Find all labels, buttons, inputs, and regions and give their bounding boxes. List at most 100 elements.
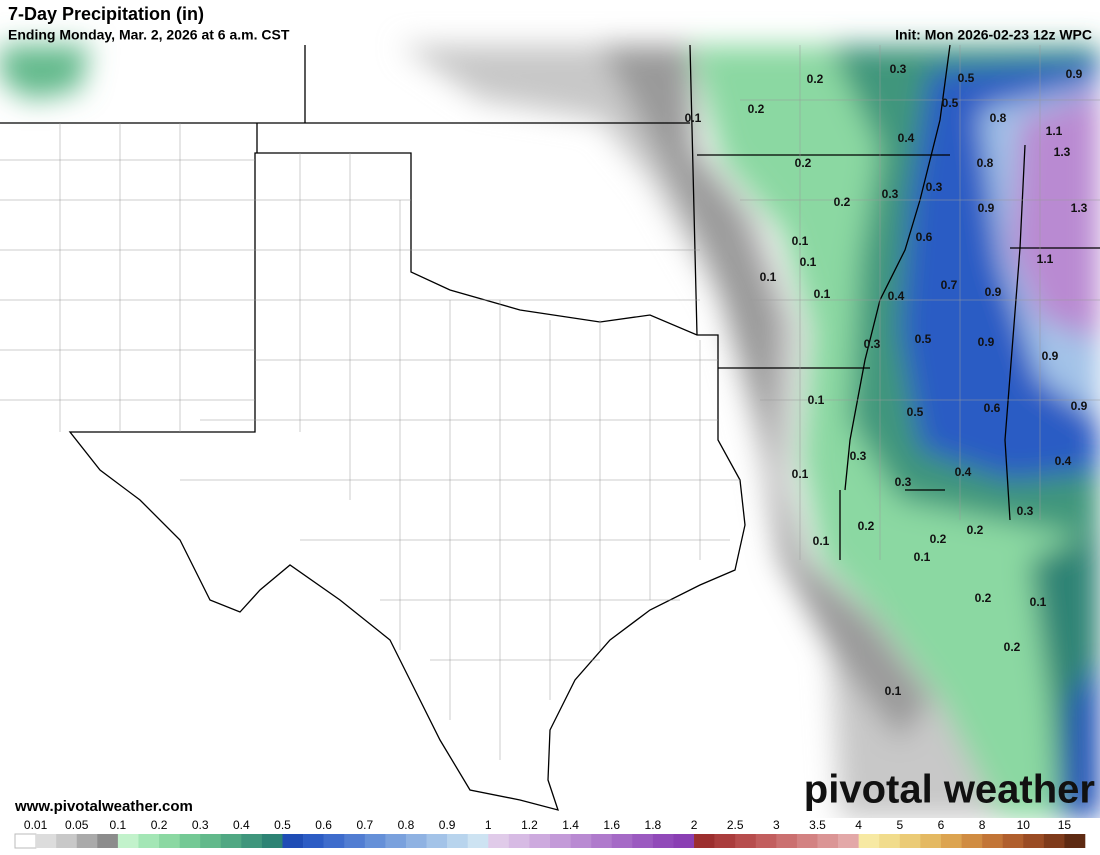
legend-swatch [323,834,345,848]
precip-shading [0,45,1100,818]
legend-label: 3.5 [809,818,826,832]
legend-swatch [838,834,859,848]
contour-label: 0.1 [800,255,817,269]
legend-swatch [261,834,283,848]
contour-label: 0.9 [985,285,1002,299]
legend-swatch [796,834,818,848]
legend-swatch [138,834,160,848]
legend-swatch [76,834,98,848]
legend-swatch [1064,834,1086,848]
legend-swatch [529,834,551,848]
legend-label: 6 [938,818,945,832]
legend-swatch [940,834,962,848]
legend-swatch [405,834,427,848]
legend-swatch [117,834,139,848]
legend-label: 0.9 [439,818,456,832]
init-time: Init: Mon 2026-02-23 12z WPC [895,27,1092,43]
legend-swatch [14,833,37,849]
legend-swatch [694,834,715,848]
legend-swatch [611,834,633,848]
contour-label: 0.1 [792,234,809,248]
contour-label: 0.2 [748,102,765,116]
legend-label: 2.5 [727,818,744,832]
contour-label: 0.2 [795,156,812,170]
legend-swatch [982,834,1003,848]
legend-swatch [550,834,571,848]
contour-label: 0.1 [792,467,809,481]
contour-label: 0.3 [895,475,912,489]
contour-label: 0.2 [807,72,824,86]
contour-label: 0.2 [975,591,992,605]
contour-label: 0.1 [760,270,777,284]
contour-label: 0.6 [916,230,933,244]
legend-label: 0.05 [65,818,89,832]
legend-label: 2 [691,818,698,832]
legend-swatch [364,834,386,848]
legend-swatch [385,834,407,848]
contour-label: 0.2 [930,532,947,546]
legend-label: 1.2 [521,818,538,832]
legend-label: 1.6 [603,818,620,832]
contour-label: 0.1 [813,534,830,548]
legend-swatch [652,834,674,848]
contour-label: 0.1 [1030,595,1047,609]
contour-label: 0.3 [890,62,907,76]
legend-swatch [755,834,777,848]
contour-label: 0.9 [1066,67,1083,81]
legend-label: 0.4 [233,818,250,832]
legend-label: 1.4 [562,818,579,832]
legend-label: 0.01 [24,818,48,832]
legend-swatch [591,834,613,848]
legend-swatch [97,834,119,848]
contour-label: 0.8 [990,111,1007,125]
contour-label: 0.4 [1055,454,1072,468]
legend-swatch [56,834,78,848]
legend-swatch [570,834,592,848]
contour-label: 0.3 [926,180,943,194]
state-borders [0,44,1100,811]
contour-label: 0.4 [898,131,915,145]
legend-swatch [303,834,324,848]
contour-label: 0.2 [834,195,851,209]
legend-swatch [159,834,180,848]
contour-label: 0.3 [1017,504,1034,518]
contour-label: 0.4 [888,289,905,303]
legend-swatch [35,834,57,848]
contour-label: 0.9 [1042,349,1059,363]
legend-swatch [632,834,654,848]
legend-label: 10 [1017,818,1031,832]
contour-label: 0.7 [941,278,958,292]
legend-label: 8 [979,818,986,832]
legend-label: 0.1 [110,818,127,832]
legend-swatch [488,834,510,848]
contour-label: 0.9 [978,335,995,349]
legend-swatch [673,834,695,848]
legend-swatch [920,834,942,848]
legend-swatch [508,834,530,848]
legend-swatch [899,834,921,848]
county-lines [0,45,1100,760]
subtitle: Ending Monday, Mar. 2, 2026 at 6 a.m. CS… [8,27,290,43]
contour-label: 0.9 [1071,399,1088,413]
legend-swatch [1002,834,1024,848]
legend-swatch [426,834,448,848]
contour-label: 0.1 [814,287,831,301]
legend-swatch [1043,834,1065,848]
legend-label: 4 [855,818,862,832]
contour-label: 0.3 [882,187,899,201]
contour-label: 0.5 [942,96,959,110]
legend-swatch [961,834,983,848]
legend-swatch [714,834,736,848]
contour-label: 0.1 [685,111,702,125]
legend-label: 0.5 [274,818,291,832]
contour-label: 0.2 [858,519,875,533]
legend-swatch [467,834,489,848]
contour-label: 0.3 [864,337,881,351]
contour-label: 0.8 [977,156,994,170]
legend-swatch [447,834,468,848]
contour-label: 1.3 [1071,201,1088,215]
legend-swatch [282,834,304,848]
legend-label: 3 [773,818,780,832]
legend-swatch [344,834,366,848]
